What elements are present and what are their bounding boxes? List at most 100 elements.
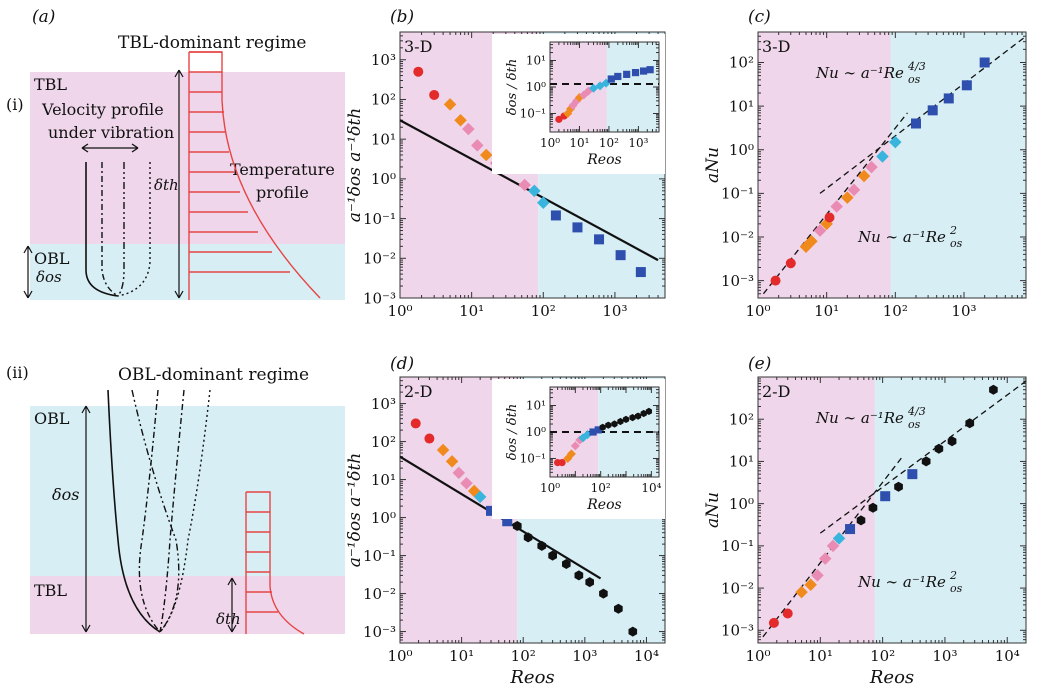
panel-label-b: (b) bbox=[390, 7, 414, 27]
x-tick-label: 10⁴ bbox=[634, 647, 659, 665]
annotation-nu-43: Nu ∼ a⁻¹Re bbox=[815, 409, 904, 427]
x-tick-label: 10¹ bbox=[459, 302, 484, 320]
inset: 10⁰ 10² 10⁴ 10⁻¹ 10⁰ 10¹ δos / δth Reos bbox=[492, 379, 665, 519]
inset-x-tick-label: 10⁰ bbox=[540, 136, 560, 150]
inset-data-point bbox=[614, 72, 622, 81]
inset-data-point bbox=[611, 420, 618, 428]
data-point bbox=[965, 418, 975, 429]
panel-label-d: (d) bbox=[390, 354, 414, 374]
temperature-label-2: profile bbox=[256, 183, 309, 202]
chart-b: 10⁰ 10¹ 10² 10³ 10⁻³ 10⁻² 10⁻¹ 10⁰ 10¹ 10² 10³ (b) 3… bbox=[345, 7, 666, 320]
y-tick-label: 10² bbox=[371, 91, 396, 109]
chart-d-group: 10⁰ 10¹ 10² 10³ 10⁴ 10⁻³ 10⁻² 10⁻¹ 10⁰ 10¹ 10² 10³ (… bbox=[345, 354, 666, 688]
inset-y-tick-label: 10⁰ bbox=[526, 425, 546, 439]
inset-y-tick-label: 10⁻¹ bbox=[520, 107, 546, 121]
y-tick-label: 10¹ bbox=[371, 471, 396, 489]
chart-c-group: 10⁰ 10¹ 10² 10³ 10⁻³ 10⁻² 10⁻¹ 10⁰ 10¹ 10² (c) 3-D a… bbox=[703, 7, 1027, 320]
y-tick-label: 10⁻¹ bbox=[363, 547, 396, 565]
inset-y-tick-label: 10¹ bbox=[526, 54, 546, 68]
data-point bbox=[804, 578, 817, 591]
inset-y-label: δos / δth bbox=[505, 59, 520, 115]
y-tick-label: 10⁻² bbox=[363, 585, 396, 603]
panel-label-c: (c) bbox=[748, 7, 771, 27]
dimension-tag: 3-D bbox=[404, 37, 432, 56]
data-point bbox=[548, 550, 557, 561]
data-point bbox=[574, 570, 584, 581]
tbl-region bbox=[758, 377, 875, 643]
dimension-tag: 2-D bbox=[762, 382, 790, 401]
annotation-sub-os: os bbox=[908, 418, 921, 431]
annotation-sub-os-2: os bbox=[950, 237, 963, 250]
inset-data-point bbox=[646, 66, 654, 74]
inset-data-point bbox=[555, 115, 563, 123]
x-tick-label: 10² bbox=[511, 647, 536, 665]
data-point bbox=[943, 93, 954, 104]
x-tick-label: 10³ bbox=[572, 647, 597, 665]
data-point bbox=[921, 456, 931, 467]
y-tick-label: 10⁻¹ bbox=[721, 537, 754, 555]
delta-th-label-ii: δth bbox=[216, 610, 241, 628]
dimension-tag: 3-D bbox=[762, 37, 790, 56]
obl-region-ii bbox=[30, 406, 345, 576]
inset-data-point bbox=[617, 417, 624, 426]
data-point bbox=[502, 516, 513, 527]
data-point bbox=[876, 150, 889, 163]
y-tick-label: 10⁻² bbox=[721, 228, 754, 246]
chart-e-group: 10⁰ 10¹ 10² 10³ 10⁴ 10⁻³ 10⁻² 10⁻¹ 10⁰ 10¹ 10² (e) 2… bbox=[703, 354, 1027, 688]
velocity-profile-solid-i bbox=[85, 162, 119, 297]
regime-title-ii: OBL-dominant regime bbox=[118, 365, 309, 385]
data-point bbox=[868, 502, 878, 513]
data-point bbox=[782, 608, 793, 619]
inset: 10⁰ 10¹ 10² 10³ 10⁻¹ 10⁰ 10¹ δos / δth Reos bbox=[492, 34, 665, 174]
data-point bbox=[811, 569, 824, 582]
x-tick-label: 10² bbox=[870, 647, 895, 665]
x-tick-label: 10⁰ bbox=[387, 302, 412, 320]
inset-y-tick-label: 10⁻¹ bbox=[520, 452, 546, 466]
panel-label-e: (e) bbox=[748, 354, 771, 374]
data-point bbox=[847, 183, 861, 197]
x-tick-label: 10⁰ bbox=[745, 647, 770, 665]
inset-data-point bbox=[594, 426, 602, 434]
y-tick-label: 10⁰ bbox=[371, 170, 396, 188]
annotation-sub-os: os bbox=[908, 73, 921, 86]
velocity-label-2: under vibration bbox=[48, 123, 174, 142]
data-point bbox=[894, 481, 903, 492]
x-axis-label: Reos bbox=[869, 667, 914, 688]
y-axis-label: a⁻¹δos a⁻¹δth bbox=[345, 453, 365, 567]
inset-data-point bbox=[629, 414, 636, 422]
inset-data-point bbox=[563, 108, 573, 118]
inset-obl-region bbox=[606, 42, 659, 132]
inset-data-point bbox=[558, 458, 566, 467]
data-point bbox=[615, 250, 626, 261]
chart-d: 10⁰ 10¹ 10² 10³ 10⁴ 10⁻³ 10⁻² 10⁻¹ 10⁰ 10¹ 10² 10³ (… bbox=[345, 354, 666, 688]
inset-data-point bbox=[623, 70, 631, 78]
vibration-arrow bbox=[81, 143, 139, 153]
y-tick-label: 10⁻¹ bbox=[721, 185, 754, 203]
data-point bbox=[795, 585, 808, 599]
data-point bbox=[528, 184, 541, 198]
inset-data-point bbox=[575, 435, 585, 445]
data-point bbox=[927, 105, 938, 116]
inset-data-point bbox=[622, 415, 630, 423]
tbl-label-ii: TBL bbox=[34, 581, 67, 600]
data-point bbox=[889, 135, 902, 149]
y-axis-label: a⁻¹δos a⁻¹δth bbox=[345, 108, 365, 222]
data-point bbox=[445, 455, 459, 468]
data-point bbox=[473, 490, 487, 504]
x-tick-label: 10⁰ bbox=[387, 647, 412, 665]
temperature-label-1: Temperature bbox=[230, 160, 335, 179]
inset-data-point bbox=[599, 423, 606, 431]
inset-data-point bbox=[566, 449, 576, 459]
annotation-nu-2: Nu ∼ a⁻¹Re bbox=[857, 573, 946, 591]
data-point bbox=[462, 122, 475, 136]
data-point bbox=[961, 80, 972, 91]
velocity-profile-dash-i bbox=[101, 162, 119, 297]
data-point bbox=[410, 418, 421, 429]
data-point bbox=[443, 98, 457, 111]
annotation-nu-43: Nu ∼ a⁻¹Re bbox=[815, 64, 904, 82]
inset-data-point bbox=[631, 68, 640, 77]
x-axis-label: Reos bbox=[509, 667, 554, 688]
x-tick-label: 10⁴ bbox=[995, 647, 1020, 665]
data-point bbox=[518, 178, 531, 192]
data-point bbox=[599, 588, 608, 599]
